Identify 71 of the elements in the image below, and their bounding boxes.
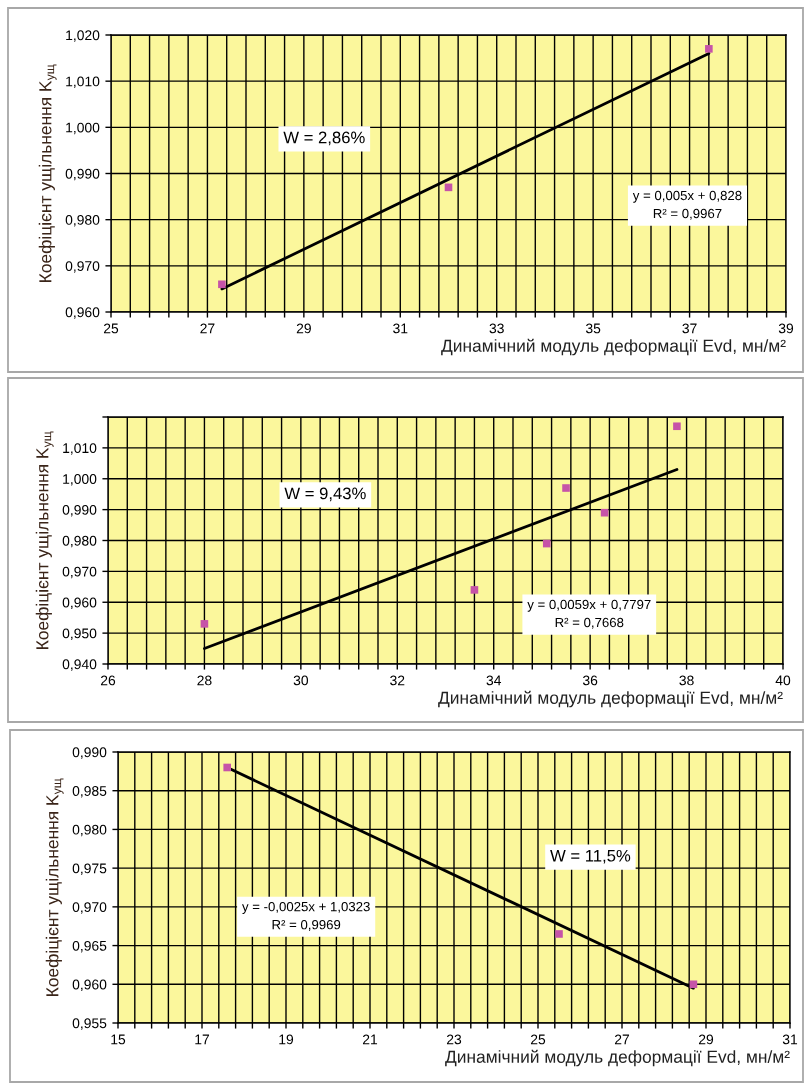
x-tick-label: 28: [197, 675, 212, 686]
y-tick-label: 0,950: [62, 628, 97, 640]
x-tick-label: 17: [195, 1034, 210, 1045]
y-axis-title: Коефіцієнт ущільнення K$_{ущ}$: [35, 431, 54, 649]
x-tick-label: 25: [103, 323, 119, 334]
y-tick-label: 0,980: [72, 824, 107, 837]
y-tick-label: 0,960: [72, 979, 107, 992]
x-tick-label: 29: [296, 323, 311, 334]
y-tick-label: 0,975: [72, 863, 107, 875]
x-tick-label: 27: [614, 1034, 630, 1045]
y-axis-title: Коефіцієнт ущільнення K$_{ущ}$: [38, 64, 57, 282]
x-tick-label: 39: [778, 323, 794, 334]
x-tick-label: 26: [100, 675, 116, 686]
annotation: y = 0,0059x + 0,7797 R² = 0,7668: [527, 599, 651, 629]
x-tick-label: 23: [446, 1034, 462, 1045]
point: [542, 539, 551, 548]
x-axis-title: Динамічний модуль деформації Evd, мн/м²: [445, 1049, 790, 1067]
y-tick-label: 1,010: [66, 76, 100, 88]
x-tick-label: 29: [698, 1034, 714, 1045]
x-axis-title: Динамічний модуль деформації Evd, мн/м²: [438, 690, 783, 708]
point: [562, 484, 570, 492]
y-tick-label: 0,970: [65, 261, 100, 273]
y-tick-label: 0,985: [72, 786, 107, 798]
x-tick-label: 40: [775, 675, 791, 686]
x-tick-label: 32: [390, 675, 405, 686]
y-tick-label: 1,010: [63, 443, 97, 455]
y-tick-label: 0,990: [72, 747, 107, 759]
point: [673, 422, 681, 431]
y-tick-label: 0,965: [72, 940, 107, 953]
y-tick-label: 0,980: [65, 215, 100, 227]
y-tick-label: 0,960: [65, 307, 100, 319]
annotation: W = 9,43%: [284, 487, 366, 502]
annotation: W = 2,86%: [283, 131, 365, 146]
point: [470, 586, 479, 594]
annotation: y = 0,005x + 0,828 R² = 0,9967: [632, 190, 742, 220]
x-tick-label: 27: [200, 323, 215, 334]
x-tick-label: 30: [293, 675, 309, 686]
x-tick-label: 33: [489, 323, 504, 334]
y-tick-label: 1,020: [66, 30, 100, 42]
x-tick-label: 37: [682, 323, 697, 334]
y-tick-label: 0,955: [72, 1018, 107, 1030]
point: [555, 930, 563, 938]
y-tick-label: 1,000: [63, 474, 97, 486]
y-axis-title: Коефіцієнт ущільнення K$_{ущ}$: [45, 778, 64, 996]
y-tick-label: 0,990: [62, 504, 97, 517]
annotation: y = -0,0025x + 1,0323 R² = 0,9969: [242, 901, 370, 931]
point: [200, 620, 209, 628]
y-tick-label: 0,970: [72, 902, 107, 914]
x-tick-label: 31: [393, 323, 408, 334]
x-tick-label: 34: [486, 675, 502, 686]
point: [705, 45, 713, 53]
y-tick-label: 0,960: [62, 597, 97, 610]
x-tick-label: 38: [679, 675, 694, 686]
x-tick-label: 15: [111, 1034, 126, 1045]
x-axis-title: Динамічний модуль деформації Evd, мн/м²: [441, 338, 786, 356]
x-tick-label: 31: [782, 1034, 798, 1045]
x-tick-label: 36: [582, 675, 598, 686]
x-tick-label: 19: [279, 1034, 294, 1045]
y-tick-label: 0,980: [62, 535, 97, 548]
point: [218, 280, 226, 289]
point: [689, 980, 698, 989]
y-tick-label: 0,990: [65, 168, 100, 181]
y-tick-label: 1,000: [66, 122, 100, 135]
x-tick-label: 25: [530, 1034, 546, 1045]
x-tick-label: 21: [362, 1034, 378, 1045]
y-tick-label: 0,940: [62, 659, 97, 671]
annotation: W = 11,5%: [550, 849, 631, 864]
y-tick-label: 0,970: [62, 566, 97, 579]
point: [223, 763, 231, 772]
point: [600, 508, 609, 517]
x-tick-label: 35: [585, 323, 601, 334]
